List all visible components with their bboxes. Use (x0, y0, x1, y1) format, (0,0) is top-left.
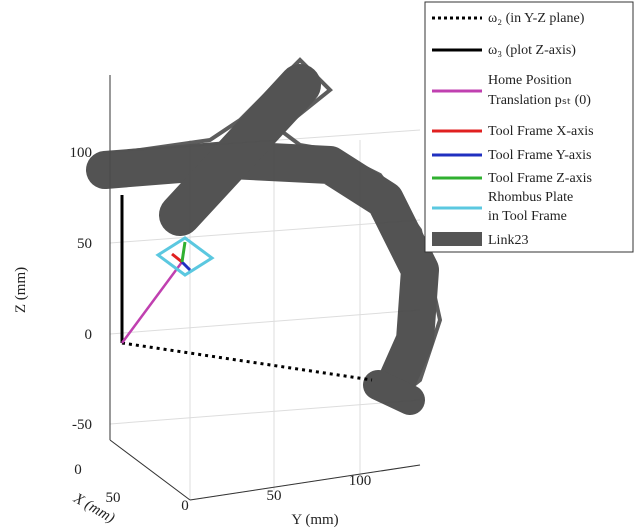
legend-label: ω₃ (plot Z-axis) (488, 43, 576, 58)
tool-x (172, 254, 182, 262)
legend-label: Tool Frame X-axis (488, 124, 594, 139)
legend-label: Translation pₛₜ (0) (488, 93, 591, 108)
omega2-line (122, 343, 372, 380)
y-axis (190, 465, 420, 500)
legend-label: Tool Frame Y-axis (488, 148, 591, 163)
y-tick-label: 100 (349, 473, 372, 489)
y-tick-label: 0 (181, 498, 189, 514)
x-tick-label: 0 (74, 462, 82, 478)
legend-label: Link23 (488, 233, 528, 248)
legend-label: ω₂ (in Y-Z plane) (488, 11, 585, 26)
z-tick-label: 50 (77, 236, 92, 252)
legend-label: Rhombus Plate (488, 190, 573, 205)
legend-label: Home Position (488, 73, 572, 88)
y-axis-label: Y (mm) (291, 512, 338, 528)
z-axis-label: Z (mm) (13, 267, 29, 313)
z-tick-label: -50 (72, 417, 92, 433)
tool-z (182, 242, 185, 262)
x-tick-label: 50 (106, 490, 121, 506)
x-axis (110, 440, 190, 500)
legend-label: Tool Frame Z-axis (488, 171, 592, 186)
link23 (100, 60, 440, 400)
figure: 100 50 0 -50 Z (mm) 0 50 100 Y (mm) 0 50… (0, 0, 638, 532)
tool-y (182, 262, 190, 270)
legend-label: in Tool Frame (488, 209, 567, 224)
y-tick-label: 50 (267, 488, 282, 504)
z-tick-label: 0 (85, 327, 93, 343)
plot: 100 50 0 -50 Z (mm) 0 50 100 Y (mm) 0 50… (0, 0, 638, 532)
z-tick-label: 100 (70, 145, 93, 161)
legend: ω₂ (in Y-Z plane) ω₃ (plot Z-axis) Home … (425, 2, 633, 252)
